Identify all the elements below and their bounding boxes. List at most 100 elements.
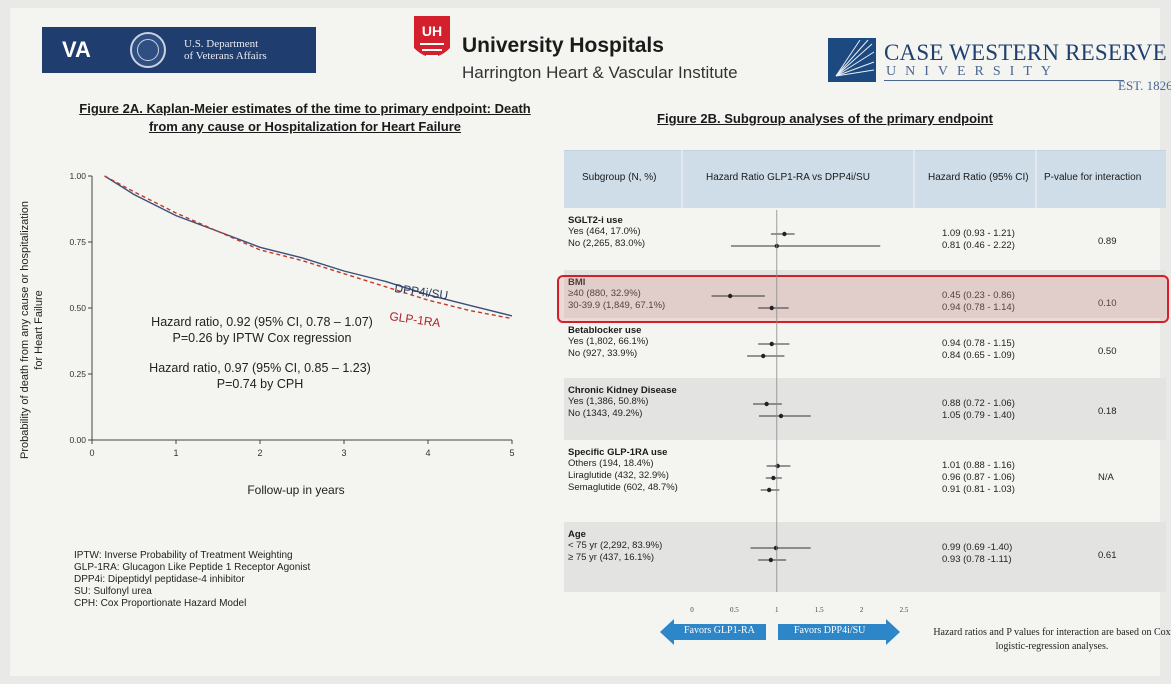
cwru-logo-icon bbox=[828, 38, 876, 82]
km-series-glp1 bbox=[104, 175, 513, 320]
km-y-tick-label: 0.25 bbox=[69, 369, 86, 379]
hazard-ratio-ci: 0.94 (0.78 - 1.14) bbox=[942, 302, 1015, 313]
va-seal-icon bbox=[130, 32, 166, 68]
forest-x-tick-label: 2 bbox=[860, 606, 864, 614]
hazard-ratio-ci: 1.09 (0.93 - 1.21) bbox=[942, 228, 1015, 239]
km-y-tick-label: 0.00 bbox=[69, 435, 86, 445]
subgroup-item: 30-39.9 (1,849, 67.1%) bbox=[568, 300, 666, 311]
figure-2b-title: Figure 2B. Subgroup analyses of the prim… bbox=[657, 111, 993, 126]
subgroup-item: ≥40 (880, 32.9%) bbox=[568, 288, 641, 299]
forest-point bbox=[766, 487, 772, 493]
km-x-label: Follow-up in years bbox=[247, 483, 344, 497]
subgroup-item: Yes (464, 17.0%) bbox=[568, 226, 641, 237]
subgroup-title: Age bbox=[568, 529, 586, 540]
subgroup-item: ≥ 75 yr (437, 16.1%) bbox=[568, 552, 655, 563]
subgroup-item: No (2,265, 83.0%) bbox=[568, 238, 646, 249]
forest-point bbox=[768, 557, 774, 563]
cwru-name: CASE WESTERN RESERVE bbox=[884, 40, 1167, 65]
bmi-highlight-box bbox=[557, 275, 1169, 323]
km-x-tick-label: 5 bbox=[509, 448, 514, 458]
km-annotation-cph: Hazard ratio, 0.97 (95% CI, 0.85 – 1.23)… bbox=[149, 361, 371, 391]
forest-header: Subgroup (N, %) Hazard Ratio GLP1-RA vs … bbox=[564, 150, 1166, 208]
forest-point bbox=[761, 353, 766, 359]
hazard-ratio-ci: 0.94 (0.78 - 1.15) bbox=[942, 338, 1015, 349]
cwru-rule bbox=[884, 80, 1124, 81]
uh-logo-icon: UH bbox=[414, 16, 450, 57]
subgroup-item: Yes (1,386, 50.8%) bbox=[568, 396, 649, 407]
p-value: 0.89 bbox=[1098, 236, 1117, 247]
hazard-ratio-ci: 1.01 (0.88 - 1.16) bbox=[942, 460, 1015, 471]
forest-x-tick-label: 2.5 bbox=[900, 606, 909, 614]
subgroup-title: Betablocker use bbox=[568, 325, 642, 336]
hazard-ratio-ci: 0.88 (0.72 - 1.06) bbox=[942, 398, 1015, 409]
km-legend-dpp4i: DPP4i/SU bbox=[394, 281, 449, 302]
subgroup-item: No (927, 33.9%) bbox=[568, 348, 638, 359]
subgroup-item: No (1343, 49.2%) bbox=[568, 408, 643, 419]
col-hazard-plot: Hazard Ratio GLP1-RA vs DPP4i/SU bbox=[706, 172, 870, 183]
hazard-ratio-ci: 0.91 (0.81 - 1.03) bbox=[942, 484, 1015, 495]
km-chart: 0.00 0.25 0.50 0.75 1.00 0 1 2 3 4 5 Probability o… bbox=[19, 171, 515, 497]
col-hazard-ci: Hazard Ratio (95% CI) bbox=[928, 172, 1029, 183]
forest-x-tick-label: 0.5 bbox=[730, 606, 739, 614]
subgroup-item: < 75 yr (2,292, 83.9%) bbox=[568, 540, 663, 551]
subgroup-item: Yes (1,802, 66.1%) bbox=[568, 336, 649, 347]
hazard-ratio-ci: 0.81 (0.46 - 2.22) bbox=[942, 240, 1015, 251]
forest-x-tick-label: 1 bbox=[775, 606, 779, 614]
p-value: 0.18 bbox=[1098, 406, 1117, 417]
km-legend-glp1: GLP-1RA bbox=[389, 309, 442, 330]
hazard-ratio-ci: 0.93 (0.78 -1.11) bbox=[942, 554, 1012, 565]
subgroup-item: Liraglutide (432, 32.9%) bbox=[568, 470, 669, 481]
km-x-tick-label: 2 bbox=[257, 448, 262, 458]
forest-point bbox=[769, 305, 774, 311]
hazard-ratio-ci: 0.96 (0.87 - 1.06) bbox=[942, 472, 1015, 483]
forest-point bbox=[727, 293, 733, 299]
cwru-university: UNIVERSITY bbox=[886, 64, 1060, 79]
favors-glp1-label: Favors GLP1-RA bbox=[684, 625, 755, 636]
km-annotation-iptw: Hazard ratio, 0.92 (95% CI, 0.78 – 1.07)… bbox=[151, 315, 373, 345]
km-y-tick-label: 1.00 bbox=[69, 171, 86, 181]
footnotes: IPTW: Inverse Probability of Treatment W… bbox=[74, 550, 311, 609]
svg-text:UH: UH bbox=[422, 23, 442, 39]
va-mark: VA bbox=[62, 37, 91, 62]
km-y-label-line1: Probability of death from any cause or h… bbox=[19, 201, 31, 459]
forest-x-tick-label: 0 bbox=[690, 606, 694, 614]
forest-point bbox=[764, 401, 769, 407]
figure-2a-title: Figure 2A. Kaplan-Meier estimates of the… bbox=[79, 101, 531, 134]
km-series-dpp4i bbox=[104, 175, 513, 317]
km-x-tick-label: 3 bbox=[341, 448, 346, 458]
km-y-label-line2: for Heart Failure bbox=[33, 290, 45, 369]
col-subgroup: Subgroup (N, %) bbox=[582, 172, 657, 183]
col-p-value: P-value for interaction bbox=[1044, 172, 1142, 183]
km-x-tick-label: 4 bbox=[425, 448, 430, 458]
km-y-tick-label: 0.75 bbox=[69, 237, 86, 247]
km-y-tick-label: 0.50 bbox=[69, 303, 86, 313]
favors-dpp4i-label: Favors DPP4i/SU bbox=[794, 625, 866, 636]
forest-plot: 0 0.5 1 1.5 2 2.5 bbox=[564, 150, 1166, 614]
subgroup-band bbox=[564, 378, 1166, 440]
subgroup-item: Others (194, 18.4%) bbox=[568, 458, 654, 469]
subgroup-band bbox=[564, 522, 1166, 592]
hazard-ratio-ci: 0.45 (0.23 - 0.86) bbox=[942, 290, 1015, 301]
forest-point bbox=[778, 413, 784, 419]
p-value: N/A bbox=[1098, 472, 1114, 483]
forest-point bbox=[782, 231, 787, 237]
p-value: 0.10 bbox=[1098, 298, 1117, 309]
hazard-ratio-ci: 0.84 (0.65 - 1.09) bbox=[942, 350, 1015, 361]
uh-title: University Hospitals bbox=[462, 34, 664, 57]
km-x-tick-label: 0 bbox=[89, 448, 94, 458]
subgroup-title: SGLT2-i use bbox=[568, 215, 623, 226]
hazard-ratio-ci: 1.05 (0.79 - 1.40) bbox=[942, 410, 1015, 421]
forest-point bbox=[775, 463, 780, 469]
forest-point bbox=[771, 475, 776, 481]
cwru-est: EST. 1826 bbox=[1118, 78, 1171, 93]
p-value: 0.61 bbox=[1098, 550, 1117, 561]
p-value: 0.50 bbox=[1098, 346, 1117, 357]
favors-glp1-arrow-icon bbox=[660, 619, 766, 645]
km-x-tick-label: 1 bbox=[173, 448, 178, 458]
forest-x-tick-label: 1.5 bbox=[815, 606, 824, 614]
uh-subtitle: Harrington Heart & Vascular Institute bbox=[462, 63, 738, 82]
hazard-ratio-ci: 0.99 (0.69 -1.40) bbox=[942, 542, 1013, 553]
subgroup-item: Semaglutide (602, 48.7%) bbox=[568, 482, 678, 493]
va-department-text: U.S. Department of Veterans Affairs bbox=[184, 38, 267, 62]
bottom-note: Hazard ratios and P values for interacti… bbox=[933, 627, 1171, 652]
